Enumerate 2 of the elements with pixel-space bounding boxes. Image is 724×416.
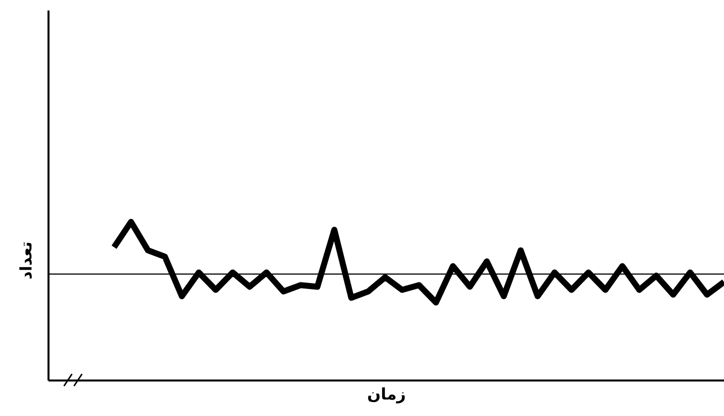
x-axis-title: زمان <box>367 386 406 404</box>
y-axis-title: تعداد <box>18 242 36 280</box>
